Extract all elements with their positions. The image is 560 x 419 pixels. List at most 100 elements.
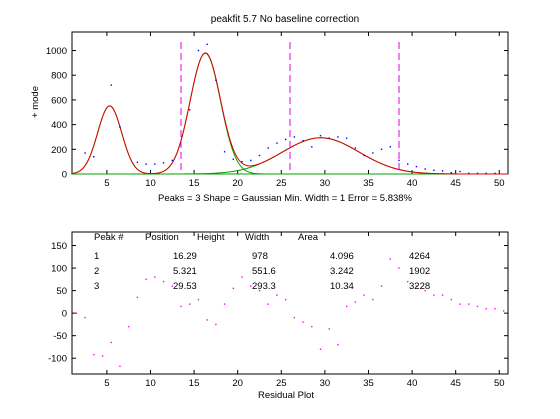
residual-point	[372, 299, 373, 300]
residual-point	[433, 294, 434, 295]
data-point	[294, 136, 295, 137]
data-point	[84, 152, 85, 153]
residual-point	[468, 303, 469, 304]
residual-point	[180, 306, 181, 307]
top-x-tick-label: 15	[189, 178, 200, 189]
residual-point	[198, 299, 199, 300]
table-header-position: Position	[145, 232, 179, 243]
residual-x-tick-label: 35	[363, 378, 374, 389]
residual-x-tick-label: 10	[145, 378, 156, 389]
residual-y-tick-label: -100	[48, 354, 67, 365]
residual-point	[459, 303, 460, 304]
table-cell: 5.321	[173, 266, 197, 277]
residual-point	[93, 354, 94, 355]
data-point	[268, 147, 269, 148]
residual-y-tick-label: 50	[56, 286, 67, 297]
residual-point	[294, 317, 295, 318]
residual-point	[363, 294, 364, 295]
residual-point	[137, 297, 138, 298]
data-point	[189, 109, 190, 110]
data-point	[311, 146, 312, 147]
residual-point	[154, 276, 155, 277]
data-point	[145, 163, 146, 164]
data-point	[407, 163, 408, 164]
data-point	[93, 156, 94, 157]
data-point	[390, 146, 391, 147]
residual-point	[268, 303, 269, 304]
residual-axes-box	[72, 232, 508, 374]
top-plot-area: 5 10 15 20 25 30 35 40 45 50 0 200 400 600 800 1000	[46, 32, 508, 189]
residual-point	[311, 326, 312, 327]
residual-point	[119, 366, 120, 367]
data-point	[329, 137, 330, 138]
data-point	[154, 163, 155, 164]
table-header-height: Height	[197, 232, 225, 243]
residual-x-tick-label: 5	[104, 378, 109, 389]
residual-point	[189, 303, 190, 304]
residual-x-axis-label: Residual Plot	[258, 390, 314, 401]
data-point	[215, 79, 216, 80]
data-point	[250, 160, 251, 161]
residual-point	[346, 306, 347, 307]
data-point	[163, 162, 164, 163]
data-point	[494, 173, 495, 174]
data-point	[111, 84, 112, 85]
table-header-peak: Peak #	[94, 232, 124, 243]
residual-point	[84, 317, 85, 318]
data-point	[233, 158, 234, 159]
residual-point	[206, 319, 207, 320]
residual-point	[451, 299, 452, 300]
table-cell: 2	[94, 266, 99, 277]
data-point	[276, 142, 277, 143]
residual-point	[145, 279, 146, 280]
residual-point	[102, 355, 103, 356]
data-point	[486, 173, 487, 174]
data-point	[172, 160, 173, 161]
residual-point	[215, 324, 216, 325]
data-point	[424, 168, 425, 169]
data-point	[451, 172, 452, 173]
chart-title: peakfit 5.7 No baseline correction	[211, 14, 359, 25]
residual-x-tick-label: 50	[494, 378, 505, 389]
residual-point	[337, 344, 338, 345]
top-x-tick-label: 35	[363, 178, 374, 189]
data-point	[241, 161, 242, 162]
data-point	[285, 139, 286, 140]
top-x-tick-label: 25	[276, 178, 287, 189]
residual-point	[233, 288, 234, 289]
residual-point	[163, 281, 164, 282]
residual-x-tick-label: 20	[232, 378, 243, 389]
top-x-tick-label: 5	[104, 178, 109, 189]
top-y-tick-label: 1000	[46, 46, 67, 57]
data-point	[363, 155, 364, 156]
table-cell: 3	[94, 281, 99, 292]
residual-point	[128, 326, 129, 327]
data-point	[372, 152, 373, 153]
residual-point	[494, 308, 495, 309]
residual-x-tick-label: 45	[450, 378, 461, 389]
table-cell: 4.096	[330, 251, 354, 262]
top-x-tick-label: 45	[450, 178, 461, 189]
table-cell: 29.53	[173, 281, 197, 292]
residual-y-tick-label: 100	[51, 264, 67, 275]
data-point	[459, 171, 460, 172]
residual-point	[241, 276, 242, 277]
data-point	[137, 162, 138, 163]
residual-point	[276, 294, 277, 295]
residual-point	[302, 321, 303, 322]
data-point	[224, 151, 225, 152]
table-cell: 1	[94, 251, 99, 262]
residual-point	[355, 301, 356, 302]
residual-point	[390, 258, 391, 259]
data-point	[468, 173, 469, 174]
residual-point	[442, 294, 443, 295]
data-point	[302, 140, 303, 141]
residual-point	[486, 308, 487, 309]
data-point	[198, 50, 199, 51]
top-x-tick-label: 10	[145, 178, 156, 189]
data-point	[433, 170, 434, 171]
residual-y-tick-label: 150	[51, 241, 67, 252]
residual-point	[320, 349, 321, 350]
top-y-tick-label: 0	[62, 170, 67, 181]
top-y-tick-label: 600	[51, 95, 67, 106]
